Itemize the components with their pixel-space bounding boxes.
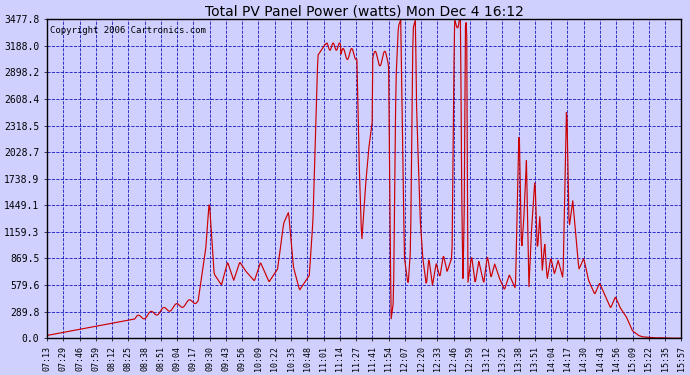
Text: Copyright 2006 Cartronics.com: Copyright 2006 Cartronics.com bbox=[50, 26, 206, 35]
Title: Total PV Panel Power (watts) Mon Dec 4 16:12: Total PV Panel Power (watts) Mon Dec 4 1… bbox=[205, 4, 524, 18]
